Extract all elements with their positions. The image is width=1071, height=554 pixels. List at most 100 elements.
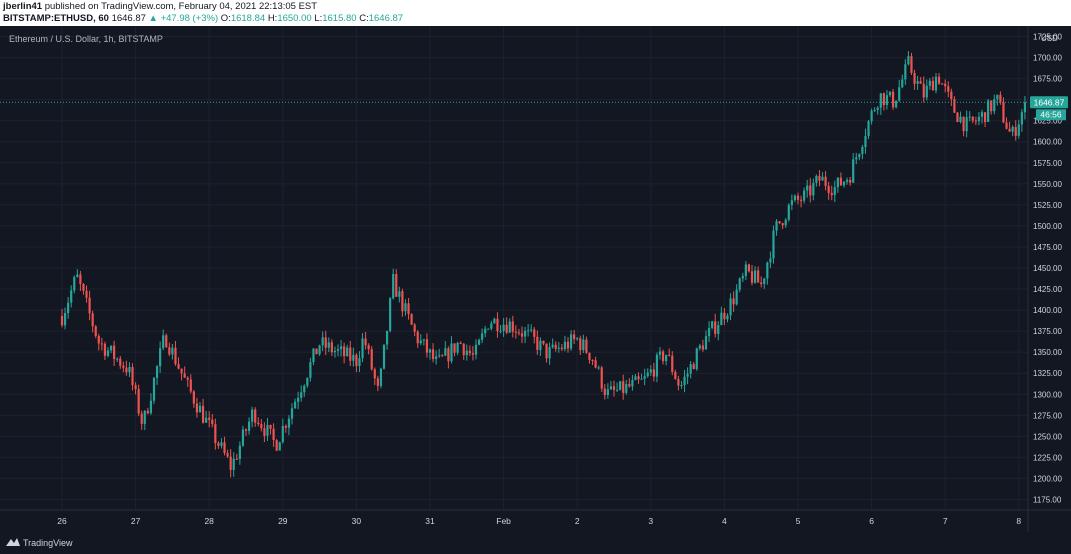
candle-down bbox=[999, 94, 1002, 103]
candle-down bbox=[1008, 128, 1011, 132]
candle-up bbox=[904, 64, 907, 80]
candle-up bbox=[793, 195, 797, 201]
candle-down bbox=[177, 364, 180, 369]
candle-up bbox=[698, 345, 701, 349]
chart-title: Ethereum / U.S. Dollar, 1h, BITSTAMP bbox=[9, 34, 163, 44]
candle-down bbox=[208, 417, 211, 420]
tradingview-brand[interactable]: TradingView bbox=[23, 538, 73, 548]
candle-down bbox=[668, 354, 671, 356]
candle-down bbox=[622, 381, 625, 393]
candle-up bbox=[106, 350, 110, 356]
chart-area[interactable]: 1175.00 1200.00 1225.00 1250.00 1275.00 1300.… bbox=[0, 26, 1071, 532]
time-tick-label: 4 bbox=[722, 516, 727, 526]
candle-down bbox=[723, 312, 726, 320]
candle-down bbox=[750, 271, 754, 283]
candle-down bbox=[1014, 127, 1017, 136]
candle-up bbox=[438, 355, 441, 357]
candle-up bbox=[753, 270, 757, 283]
candle-down bbox=[244, 429, 248, 431]
last-price-tag-text: 1646.87 bbox=[1034, 97, 1065, 107]
countdown-text: 46:56 bbox=[1040, 109, 1062, 119]
candle-down bbox=[533, 329, 536, 337]
candle-down bbox=[692, 364, 695, 370]
candle-up bbox=[251, 409, 254, 422]
candle-up bbox=[539, 340, 542, 350]
candle-down bbox=[882, 93, 885, 106]
high-label: H: bbox=[267, 13, 278, 24]
candle-up bbox=[557, 347, 560, 349]
candle-down bbox=[747, 264, 751, 272]
candle-up bbox=[159, 348, 162, 367]
candle-up bbox=[864, 135, 867, 148]
author-name[interactable]: jberlin41 bbox=[3, 1, 43, 12]
candle-up bbox=[901, 79, 904, 88]
time-axis[interactable]: 26 27 28 29 30 31 Feb 2 3 4 5 6 7 8 bbox=[57, 516, 1021, 526]
candle-down bbox=[542, 340, 545, 344]
candle-up bbox=[300, 392, 303, 398]
candle-up bbox=[474, 344, 478, 355]
candle-down bbox=[174, 347, 177, 365]
time-tick-label: Feb bbox=[496, 516, 511, 526]
candle-down bbox=[88, 297, 91, 314]
candle-down bbox=[459, 342, 462, 344]
candle-down bbox=[275, 440, 278, 451]
candle-down bbox=[214, 424, 217, 443]
close-label: C: bbox=[359, 13, 369, 24]
candle-down bbox=[410, 313, 413, 325]
candle-up bbox=[205, 417, 208, 423]
candle-up bbox=[625, 384, 628, 393]
candle-down bbox=[944, 83, 947, 87]
candle-up bbox=[523, 330, 527, 337]
candle-down bbox=[431, 349, 435, 360]
candle-down bbox=[637, 376, 640, 380]
symbol-label: BITSTAMP:ETHUSD, 60 bbox=[3, 13, 109, 24]
candle-up bbox=[379, 368, 383, 386]
price-chart[interactable]: 1175.00 1200.00 1225.00 1250.00 1275.00 1300.… bbox=[0, 26, 1071, 532]
candle-up bbox=[419, 340, 422, 344]
candle-up bbox=[806, 185, 809, 191]
candle-up bbox=[404, 303, 407, 312]
currency-label: USD bbox=[1041, 34, 1058, 43]
candle-up bbox=[143, 410, 146, 424]
candle-down bbox=[990, 100, 993, 112]
candle-up bbox=[766, 262, 769, 279]
candle-up bbox=[306, 377, 309, 386]
candle-up bbox=[155, 366, 159, 378]
candle-up bbox=[493, 318, 496, 324]
candle-up bbox=[361, 338, 364, 359]
candle-down bbox=[355, 354, 358, 367]
candle-up bbox=[303, 385, 306, 393]
price-tick-label: 1600.00 bbox=[1033, 138, 1062, 147]
candle-down bbox=[830, 192, 833, 196]
candle-down bbox=[183, 373, 186, 378]
candle-down bbox=[113, 345, 116, 359]
candle-up bbox=[959, 116, 962, 122]
candle-down bbox=[732, 298, 735, 305]
candle-down bbox=[778, 221, 781, 224]
candle-down bbox=[370, 349, 373, 370]
candle-up bbox=[128, 366, 131, 373]
tradingview-logo-icon[interactable] bbox=[5, 536, 21, 548]
candle-down bbox=[373, 369, 376, 379]
time-tick-label: 8 bbox=[1016, 516, 1021, 526]
candle-up bbox=[646, 372, 649, 377]
candle-up bbox=[293, 401, 297, 409]
last-price-tag-bg bbox=[1030, 96, 1068, 109]
candle-down bbox=[573, 334, 576, 340]
price-tick-label: 1500.00 bbox=[1033, 222, 1062, 231]
candle-down bbox=[661, 351, 665, 362]
candle-up bbox=[162, 335, 165, 349]
candle-up bbox=[499, 330, 502, 332]
candle-down bbox=[425, 339, 429, 353]
candle-up bbox=[763, 278, 766, 285]
open-value: 1618.84 bbox=[230, 13, 266, 24]
candle-down bbox=[594, 360, 597, 368]
price-tick-label: 1325.00 bbox=[1033, 369, 1062, 378]
price-tick-label: 1225.00 bbox=[1033, 453, 1062, 462]
candle-down bbox=[79, 274, 82, 284]
candle-up bbox=[738, 278, 741, 290]
candle-down bbox=[119, 358, 122, 366]
candle-up bbox=[481, 333, 484, 340]
price-tick-label: 1300.00 bbox=[1033, 390, 1062, 399]
high-value: 1650.00 bbox=[277, 13, 312, 24]
